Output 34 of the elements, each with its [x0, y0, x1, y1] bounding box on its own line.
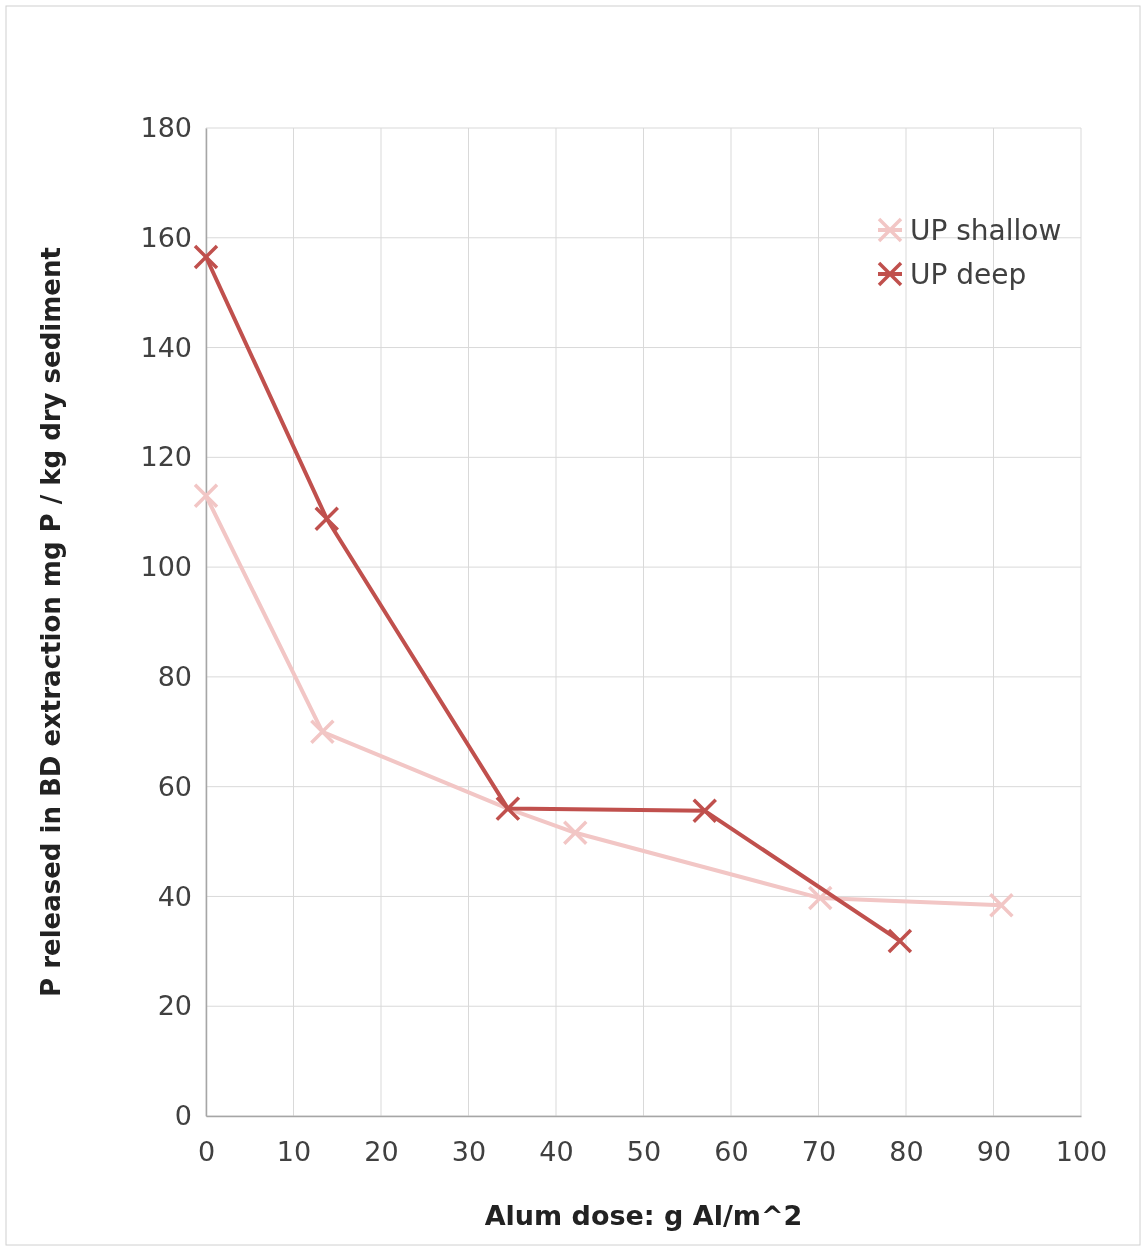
- y-tick-label: 120: [140, 441, 192, 473]
- y-axis-title: P released in BD extraction mg P / kg dry sediment: [36, 247, 66, 997]
- y-tick-label: 20: [157, 990, 192, 1022]
- point: [314, 506, 340, 532]
- legend-label: UP deep: [910, 258, 1027, 291]
- x-tick-label: 50: [626, 1136, 662, 1168]
- x-tick-label: 70: [801, 1136, 837, 1168]
- point: [887, 928, 913, 954]
- point: [988, 892, 1015, 918]
- y-tick-label: 0: [174, 1100, 192, 1132]
- point: [692, 798, 718, 824]
- y-tick-label: 60: [157, 770, 192, 802]
- x-tick-label: 30: [451, 1136, 487, 1168]
- x-tick-label: 0: [197, 1136, 216, 1168]
- y-tick-label: 180: [140, 112, 192, 144]
- point: [562, 820, 588, 846]
- point: [807, 885, 833, 911]
- y-tick-label: 140: [140, 331, 192, 363]
- x-tick-label: 90: [976, 1136, 1012, 1168]
- x-tick-label: 100: [1055, 1136, 1108, 1168]
- y-tick-label: 80: [157, 661, 192, 693]
- y-tick-label: 40: [157, 880, 192, 912]
- y-tick-label: 160: [140, 221, 192, 253]
- legend-label: UP shallow: [910, 214, 1062, 247]
- x-tick-label: 40: [539, 1136, 574, 1168]
- point: [193, 483, 219, 509]
- x-tick-label: 60: [714, 1136, 749, 1168]
- y-tick-label: 100: [140, 551, 192, 583]
- point: [309, 719, 336, 745]
- x-tick-label: 20: [364, 1136, 399, 1168]
- x-tick-label: 10: [276, 1136, 312, 1168]
- x-tick-label: 80: [889, 1136, 924, 1168]
- x-axis-title: Alum dose: g Al/m^2: [484, 1200, 803, 1231]
- point: [193, 244, 219, 270]
